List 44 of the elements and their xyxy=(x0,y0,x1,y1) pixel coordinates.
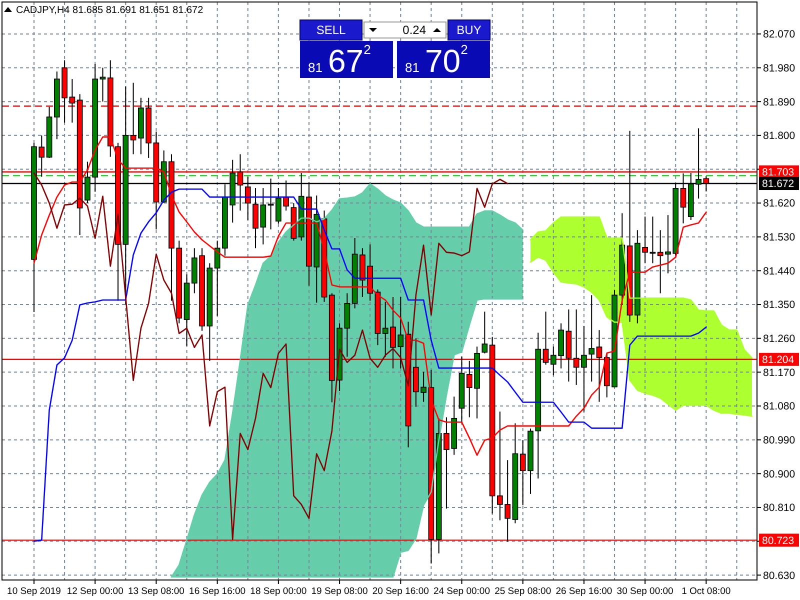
x-tick-label: 25 Sep 08:00 xyxy=(494,586,552,597)
line-series xyxy=(33,172,508,540)
y-tick-label: 81.800 xyxy=(763,130,796,142)
annotation: 81 xyxy=(405,60,420,75)
chart-title: CADJPY,H4 81.685 81.691 81.651 81.672 xyxy=(16,5,204,16)
y-tick-label: 80.900 xyxy=(763,468,796,480)
ref-line-label: 81.672 xyxy=(762,178,794,190)
x-tick-label: 13 Sep 08:00 xyxy=(128,586,184,597)
y-tick-label: 80.810 xyxy=(763,502,796,514)
y-tick-label: 81.890 xyxy=(763,96,796,108)
y-tick-label: 80.990 xyxy=(763,434,796,446)
y-tick-label: 80.630 xyxy=(763,570,796,582)
annotation: 70$^{2}$ xyxy=(425,42,468,79)
x-tick-label: 20 Sep 16:00 xyxy=(372,586,429,597)
ref-line-label: 81.204 xyxy=(762,354,794,366)
x-tick-label: 19 Sep 08:00 xyxy=(311,586,368,597)
candlestick xyxy=(100,67,106,102)
ref-line-label: 80.723 xyxy=(762,534,794,547)
y-tick-label: 82.070 xyxy=(763,28,796,41)
y-tick-label: 81.530 xyxy=(763,232,796,244)
y-tick-label: 81.620 xyxy=(763,198,796,210)
annotation: 0.24 xyxy=(402,23,426,37)
annotation: BUY xyxy=(456,23,482,37)
x-tick-label: 10 Sep 2019 xyxy=(7,586,61,597)
annotation: 81 xyxy=(308,60,322,75)
x-tick-label: 1 Oct 08:00 xyxy=(682,586,731,597)
x-tick-label: 18 Sep 00:00 xyxy=(250,586,307,597)
y-tick-label: 81.980 xyxy=(763,62,796,74)
x-tick-label: 30 Sep 00:00 xyxy=(616,586,674,597)
x-tick-label: 24 Sep 00:00 xyxy=(433,586,490,597)
y-tick-label: 81.170 xyxy=(763,366,796,379)
x-tick-label: 16 Sep 16:00 xyxy=(189,586,246,597)
candlestick xyxy=(588,294,595,382)
y-tick-label: 81.260 xyxy=(763,333,796,346)
candlestick xyxy=(581,325,587,412)
annotation: 67$^{2}$ xyxy=(328,42,371,79)
annotation: SELL xyxy=(316,23,346,37)
candlestick xyxy=(482,311,488,354)
x-tick-label: 26 Sep 16:00 xyxy=(556,586,612,597)
y-tick-label: 81.350 xyxy=(763,299,796,312)
y-tick-label: 81.440 xyxy=(763,265,796,278)
ref-line-label: 81.703 xyxy=(762,166,794,179)
x-tick-label: 12 Sep 00:00 xyxy=(66,586,124,597)
y-tick-label: 81.080 xyxy=(763,400,796,413)
